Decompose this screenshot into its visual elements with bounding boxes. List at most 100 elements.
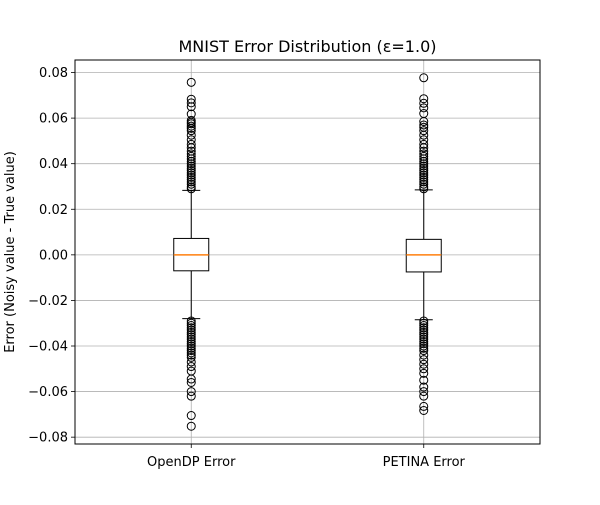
plot-area (173, 73, 442, 431)
outlier-point (419, 130, 429, 140)
outlier-point (186, 357, 196, 367)
outlier-point (186, 179, 196, 189)
outlier-point (419, 126, 429, 136)
outlier-point (186, 316, 196, 326)
outlier-point (186, 391, 196, 401)
outlier-point (186, 168, 196, 178)
box-series (173, 77, 210, 431)
outlier-point (419, 325, 429, 335)
outlier-point (419, 175, 429, 185)
outlier-point (186, 126, 196, 136)
x-tick-label: OpenDP Error (147, 455, 236, 470)
outlier-point (419, 98, 429, 108)
outlier-point (419, 103, 429, 113)
outlier-point (186, 139, 196, 149)
outlier-point (186, 421, 196, 431)
outlier-point (419, 156, 429, 166)
outlier-point (186, 374, 196, 384)
outlier-point (186, 102, 196, 112)
outlier-point (186, 177, 196, 187)
outlier-point (419, 166, 429, 176)
outlier-point (419, 387, 429, 397)
outlier-point (186, 170, 196, 180)
outlier-point (186, 339, 196, 349)
x-axis-ticks: OpenDP Error PETINA Error (147, 444, 466, 470)
outlier-point (419, 401, 429, 411)
outlier-point (419, 316, 429, 326)
outlier-point (419, 179, 429, 189)
outlier-point (186, 77, 196, 87)
outlier-point (419, 163, 429, 173)
grid-lines (75, 60, 540, 444)
outlier-point (186, 352, 196, 362)
outlier-point (419, 346, 429, 356)
outlier-point (419, 359, 429, 369)
outlier-point (186, 336, 196, 346)
outlier-point (419, 330, 429, 340)
outlier-point (186, 341, 196, 351)
outlier-point (186, 172, 196, 182)
outlier-point (186, 123, 196, 133)
outlier-point (186, 161, 196, 171)
outlier-point (419, 117, 429, 127)
outlier-point (186, 334, 196, 344)
iqr-box (405, 238, 442, 273)
outlier-point (419, 170, 429, 180)
outlier-point (419, 368, 429, 378)
y-tick-label: −0.02 (28, 294, 68, 309)
y-axis-ticks: 0.08 0.06 0.04 0.02 0.00 −0.02 −0.04 −0.06 −0.08 (28, 66, 75, 446)
outlier-point (186, 154, 196, 164)
outlier-point (186, 119, 196, 129)
outlier-point (419, 94, 429, 104)
outlier-point (186, 350, 196, 360)
y-tick-label: −0.08 (28, 431, 68, 446)
axes-frame (74, 59, 541, 445)
outlier-point (186, 151, 196, 161)
outlier-point (186, 318, 196, 328)
outlier-point (419, 334, 429, 344)
outlier-point (419, 154, 429, 164)
x-tick-label: PETINA Error (383, 455, 466, 470)
y-tick-label: 0.06 (39, 112, 68, 127)
outlier-point (186, 327, 196, 337)
outlier-point (419, 177, 429, 187)
outlier-point (419, 339, 429, 349)
outlier-point (186, 330, 196, 340)
y-tick-label: 0.02 (39, 203, 68, 218)
outlier-point (186, 159, 196, 169)
outlier-point (186, 130, 196, 140)
outlier-point (186, 387, 196, 397)
outlier-point (419, 184, 429, 194)
outlier-point (419, 318, 429, 328)
outlier-point (186, 166, 196, 176)
outlier-point (186, 323, 196, 333)
outlier-point (186, 143, 196, 153)
outlier-point (186, 325, 196, 335)
outlier-point (419, 382, 429, 392)
outlier-point (419, 350, 429, 360)
y-tick-label: −0.04 (28, 340, 68, 355)
y-tick-label: −0.06 (28, 385, 68, 400)
outlier-point (419, 375, 429, 385)
outlier-point (186, 184, 196, 194)
y-tick-label: 0.08 (39, 66, 68, 81)
outlier-point (419, 355, 429, 365)
outlier-point (419, 73, 429, 83)
outlier-point (186, 320, 196, 330)
y-tick-label: 0.00 (39, 248, 68, 263)
outlier-point (419, 143, 429, 153)
outlier-point (186, 348, 196, 358)
outlier-point (186, 156, 196, 166)
outlier-point (186, 377, 196, 387)
outlier-point (419, 159, 429, 169)
outlier-point (186, 121, 196, 131)
box-series (405, 73, 442, 415)
outlier-point (419, 172, 429, 182)
outlier-point (419, 336, 429, 346)
outlier-point (419, 405, 429, 415)
y-tick-label: 0.04 (39, 157, 68, 172)
outlier-point (419, 327, 429, 337)
